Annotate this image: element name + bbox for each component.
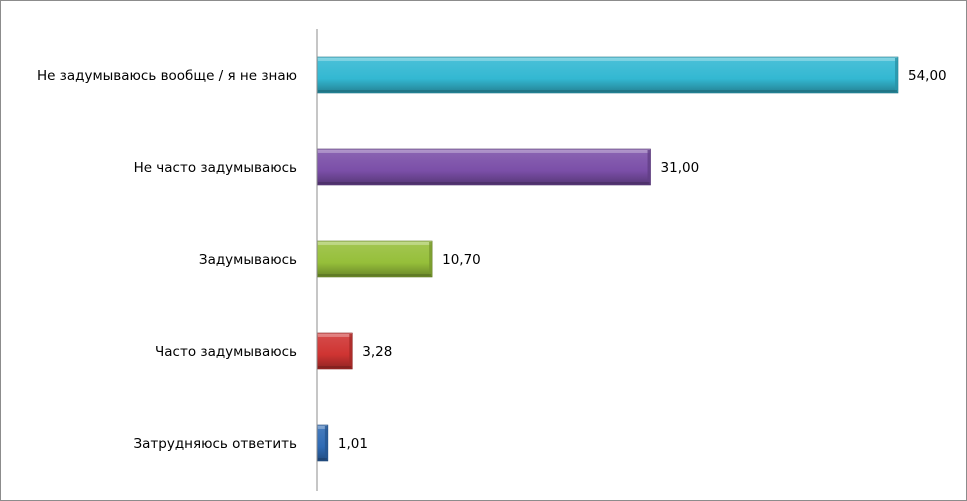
bar-1-body (316, 56, 899, 94)
value-label-2: 31,00 (661, 160, 700, 176)
bar-1-highlight (318, 58, 897, 61)
bar-3 (316, 240, 433, 278)
bars-layer (316, 56, 899, 462)
bar-1-bottom-edge (318, 90, 897, 92)
bar-3-highlight (318, 242, 432, 245)
bar-1-edge (895, 58, 898, 92)
bar-5-edge (324, 426, 328, 460)
bar-5-highlight (318, 426, 327, 429)
bar-2-bottom-edge (318, 182, 650, 184)
value-label-5: 1,01 (338, 436, 368, 452)
bar-3-edge (429, 242, 433, 276)
category-label-4: Часто задумываюсь (155, 344, 297, 360)
bar-5 (316, 424, 329, 462)
bar-2-edge (647, 150, 651, 184)
bar-4 (316, 332, 353, 370)
value-label-1: 54,00 (908, 68, 947, 84)
bar-5-bottom-edge (318, 458, 327, 460)
bar-4-edge (349, 334, 353, 368)
bar-2-body (316, 148, 651, 186)
category-label-1: Не задумываюсь вообще / я не знаю (37, 68, 297, 84)
bar-1 (316, 56, 899, 94)
category-label-5: Затрудняюсь ответить (133, 436, 297, 452)
value-label-3: 10,70 (442, 252, 481, 268)
value-label-4: 3,28 (362, 344, 392, 360)
labels-layer: Не задумываюсь вообще / я не знаю 54,00 Не… (37, 68, 947, 452)
bar-4-highlight (318, 334, 352, 337)
bar-4-bottom-edge (318, 366, 352, 368)
bar-4-body (316, 332, 353, 370)
bar-2 (316, 148, 651, 186)
category-label-2: Не часто задумываюсь (134, 160, 297, 176)
category-label-3: Задумываюсь (199, 252, 297, 268)
bar-3-body (316, 240, 433, 278)
bar-3-bottom-edge (318, 274, 432, 276)
bar-2-highlight (318, 150, 650, 153)
